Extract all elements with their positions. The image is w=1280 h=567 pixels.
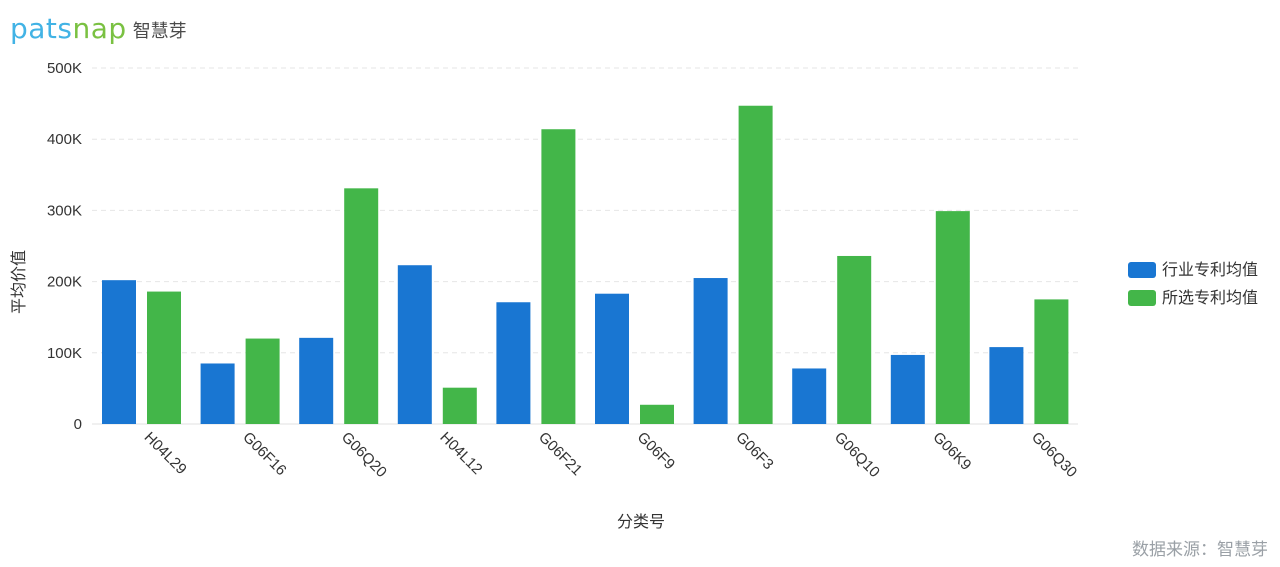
bar-selected-g06q30[interactable] [1034,299,1069,424]
y-tick-label: 300K [47,202,82,219]
x-tick-label: G06F3 [732,429,776,473]
bar-industry-g06f9[interactable] [595,293,629,424]
x-tick-label: H04L29 [141,429,190,478]
bar-selected-g06f3[interactable] [738,105,773,425]
bar-industry-g06k9[interactable] [890,354,925,424]
bars [102,105,1069,425]
y-axis: 0 100K 200K 300K 400K 500K [47,60,82,433]
y-tick-label: 100K [47,345,82,362]
bar-industry-g06q30[interactable] [989,347,1024,424]
x-axis: H04L29 G06F16 G06Q20 H04L12 G06F21 G06F9 G06F3… [141,429,1081,481]
bar-selected-g06q20[interactable] [344,188,379,424]
bar-selected-g06f21[interactable] [541,129,576,424]
x-tick-label: G06Q10 [831,429,883,481]
logo-brand: patsnap [10,11,127,45]
logo-brand-cn: 智慧芽 [132,20,187,42]
legend-label-selected[interactable]: 所选专利均值 [1162,289,1258,307]
data-source-note: 数据来源：智慧芽 [1132,540,1268,560]
bar-industry-g06f21[interactable] [496,302,531,424]
legend-swatch-selected[interactable] [1128,290,1156,306]
y-tick-label: 500K [47,60,82,77]
bar-industry-g06q10[interactable] [792,368,827,424]
x-axis-title: 分类号 [617,513,665,531]
y-tick-label: 400K [47,131,82,148]
y-axis-title: 平均价值 [10,250,28,314]
bar-industry-h04l29[interactable] [102,280,136,424]
grid-lines [92,67,1078,425]
y-tick-label: 200K [47,274,82,291]
bar-selected-g06f9[interactable] [640,404,674,424]
bar-selected-h04l12[interactable] [442,387,477,424]
x-tick-label: G06Q30 [1028,429,1080,481]
x-tick-label: G06K9 [929,429,974,474]
bar-selected-g06q10[interactable] [837,255,872,424]
x-tick-label: H04L12 [436,429,485,478]
x-tick-label: G06F16 [239,429,289,479]
x-tick-label: G06Q20 [338,429,390,481]
bar-industry-g06f16[interactable] [200,363,235,424]
legend-label-industry[interactable]: 行业专利均值 [1162,261,1258,279]
bar-industry-h04l12[interactable] [397,265,432,424]
bar-selected-g06k9[interactable] [935,211,970,424]
bar-selected-h04l29[interactable] [147,291,181,424]
bar-industry-g06f3[interactable] [693,278,728,424]
patsnap-logo: patsnap 智慧芽 [10,10,187,46]
x-tick-label: G06F9 [634,429,678,473]
y-tick-label: 0 [74,416,82,433]
legend-swatch-industry[interactable] [1128,262,1156,278]
bar-selected-g06f16[interactable] [245,338,280,424]
x-tick-label: G06F21 [535,429,585,479]
bar-industry-g06q20[interactable] [299,337,334,424]
